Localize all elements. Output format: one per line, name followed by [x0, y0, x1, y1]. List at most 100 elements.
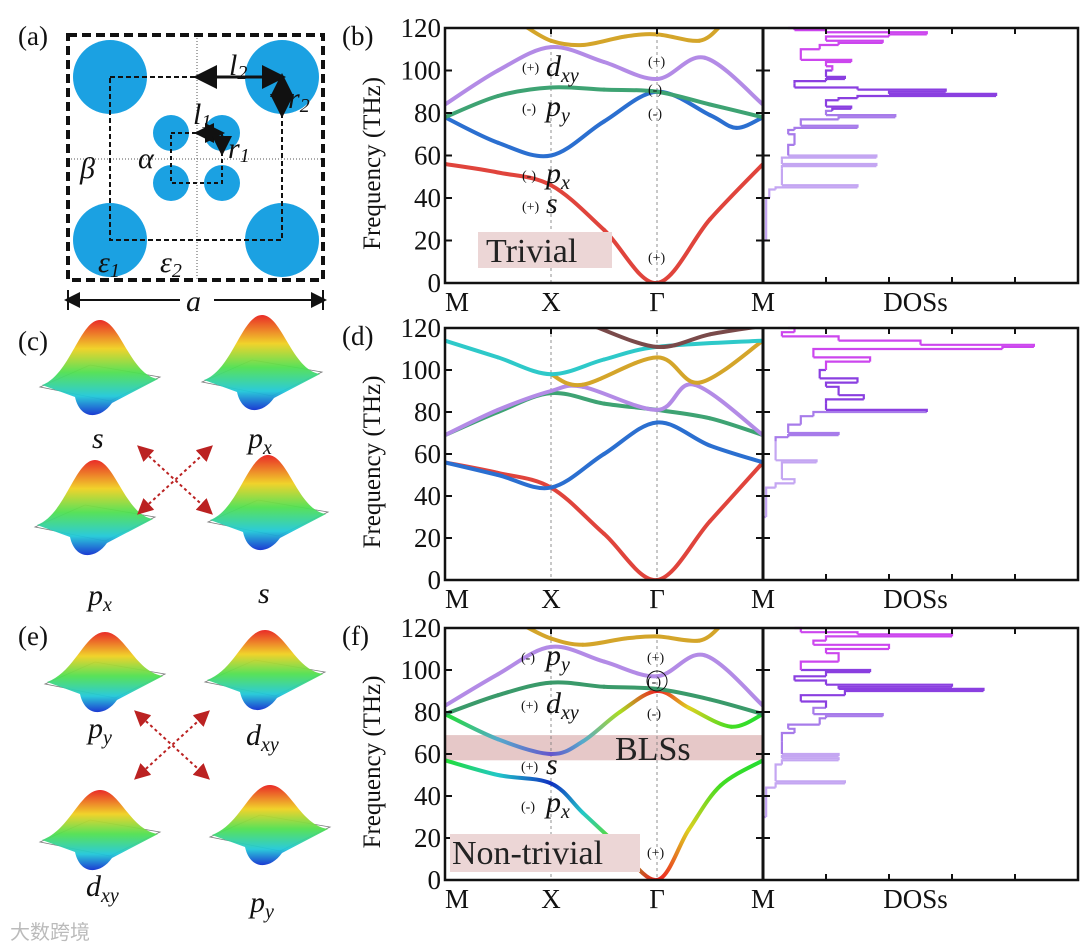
- y-axis-label: Frequency (THz): [359, 376, 386, 549]
- dos-segment: [826, 683, 954, 687]
- dos-segment: [800, 700, 828, 708]
- band-segment: [445, 693, 500, 717]
- dos-segment: [824, 635, 952, 641]
- dos-segment: [780, 156, 877, 160]
- dos-segment: [793, 126, 858, 130]
- parity-label: (-): [648, 83, 662, 98]
- dos-segment: [787, 423, 801, 433]
- band-segment: [729, 712, 763, 729]
- band-segment: [602, 659, 659, 679]
- bls-label: BLSs: [615, 731, 691, 768]
- dos-segment: [838, 339, 922, 345]
- band-segment: [580, 710, 622, 744]
- band-segment: [445, 68, 500, 107]
- dos-segment: [787, 143, 795, 156]
- band-segment: [708, 162, 763, 222]
- dos-segment: [780, 331, 795, 337]
- band-3: [445, 382, 763, 438]
- dos-segment: [775, 459, 818, 463]
- band-segment: [549, 644, 606, 664]
- trivial-label: Trivial: [486, 233, 577, 270]
- y-tick-label: 100: [401, 56, 442, 86]
- dos-segment: [857, 633, 954, 637]
- x-tick-label: M: [445, 584, 469, 614]
- dos-segment: [824, 69, 833, 77]
- chart-b: 0 20 40 60 80 100 120 M X Γ M DOSs Frequency (THz): [359, 13, 1080, 317]
- surface-field: [47, 632, 163, 713]
- orbital-label-py: py: [544, 639, 570, 676]
- band-segment: [549, 680, 606, 689]
- y-tick-label: 80: [414, 98, 441, 128]
- band-segment: [655, 332, 712, 349]
- plot-area: [445, 328, 763, 580]
- non-trivial-box: [450, 834, 640, 872]
- dos-segment: [794, 86, 859, 90]
- band-segment: [496, 170, 553, 188]
- x-tick-label: Γ: [649, 287, 665, 317]
- orbital-label-dxy: dxy: [546, 687, 579, 724]
- x-tick-label: Γ: [649, 584, 665, 614]
- band-segment: [549, 183, 606, 232]
- band-segment: [496, 391, 553, 414]
- y-tick-label: 100: [401, 355, 442, 385]
- band-3: [445, 644, 763, 708]
- dos-segment: [774, 186, 858, 190]
- dos-segment: [780, 461, 817, 465]
- y-tick-label: 40: [414, 781, 441, 811]
- parity-label: (-): [522, 169, 536, 184]
- band-segment: [549, 85, 606, 92]
- surface-field: [204, 315, 320, 411]
- dos-segment: [824, 77, 845, 82]
- l1-label: l1: [193, 98, 211, 133]
- dos-segment: [824, 381, 858, 387]
- dos-segment: [780, 754, 839, 759]
- band-4: [524, 628, 722, 647]
- dos-segment: [824, 647, 889, 654]
- mode-label-e-2: dxy: [86, 870, 119, 907]
- dos-segment: [788, 727, 796, 733]
- y-tick-label: 0: [428, 565, 442, 595]
- trivial-box: [478, 232, 612, 268]
- y-tick-label: 60: [414, 439, 441, 469]
- mode-surface: [43, 632, 167, 713]
- dos-segment: [824, 35, 889, 41]
- dos-segment: [774, 482, 795, 488]
- band-segment: [686, 705, 734, 729]
- band-segment: [718, 758, 763, 788]
- dos-segment: [768, 188, 776, 198]
- x-tick-label: M: [445, 287, 469, 317]
- band-segment: [655, 420, 712, 448]
- dos-curve: [761, 26, 998, 283]
- dos-curve: [761, 326, 1036, 580]
- y-tick-label: 120: [401, 613, 442, 643]
- band-segment: [655, 519, 712, 580]
- eps2-label: ε2: [160, 246, 182, 282]
- dos-segment: [813, 356, 872, 362]
- band-segment: [549, 119, 606, 158]
- y-axis-label: Frequency (THz): [359, 676, 386, 849]
- band-segment: [655, 55, 707, 81]
- dos-segment: [799, 694, 845, 702]
- eigenmode-field-plots: [33, 315, 332, 871]
- mode-label-e-0: py: [86, 712, 112, 749]
- dos-segment: [780, 731, 795, 742]
- surface-field: [212, 785, 328, 866]
- dos-axis-label: DOSs: [883, 584, 948, 614]
- surface-field: [42, 790, 158, 871]
- dos-segment: [831, 107, 852, 111]
- dos-segment: [887, 33, 927, 37]
- dos-segment: [856, 94, 997, 99]
- band-segment: [602, 684, 659, 691]
- dos-segment: [837, 97, 858, 101]
- y-tick-label: 120: [401, 313, 442, 343]
- dos-segment: [781, 162, 878, 167]
- annotations-f: Non-trivial BLSs (-) py (+) dxy (+) s (-…: [450, 639, 691, 872]
- y-tick-label: 20: [414, 523, 441, 553]
- band-segment: [445, 460, 500, 477]
- dos-segment: [838, 687, 985, 691]
- band-segment: [496, 644, 553, 677]
- y-tick-label: 100: [401, 655, 442, 685]
- band-segment: [655, 634, 702, 643]
- parity-label: (+): [647, 846, 665, 861]
- band-segment: [445, 94, 500, 120]
